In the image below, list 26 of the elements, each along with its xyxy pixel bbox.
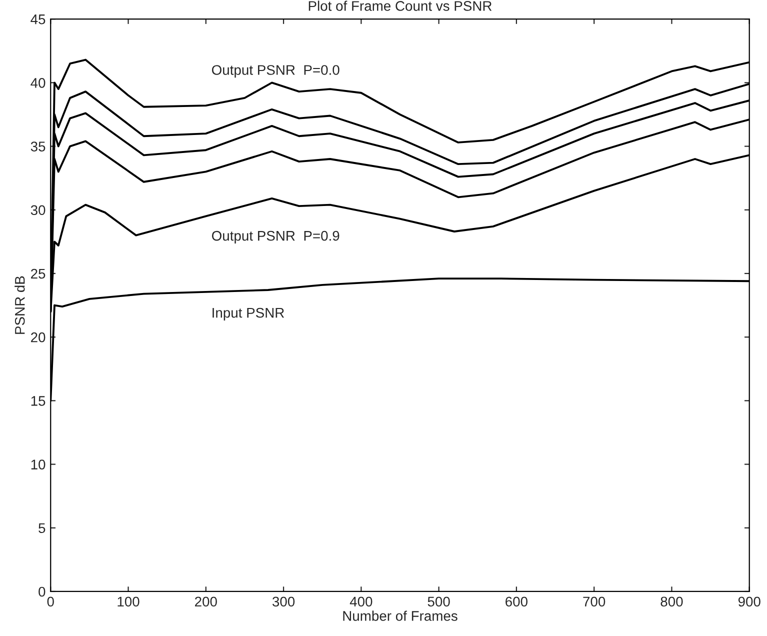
y-axis-title: PSNR dB (14, 276, 25, 334)
y-tick-label: 20 (31, 332, 46, 342)
y-tick-label: 35 (30, 142, 46, 152)
x-tick-label: 700 (583, 596, 606, 607)
x-tick-label: 500 (428, 596, 450, 607)
chart-title: Plot of Frame Count vs PSNR (308, 0, 492, 11)
y-tick-label: 10 (31, 460, 46, 470)
series-label: Input PSNR (212, 308, 284, 320)
series-label: Output PSNR P=0.0 (212, 65, 340, 78)
y-tick-label: 5 (38, 523, 46, 534)
x-tick-label: 400 (350, 596, 372, 607)
x-tick-label: 100 (118, 596, 140, 607)
series-label: Output PSNR P=0.9 (212, 230, 340, 244)
y-tick-label: 30 (30, 205, 46, 216)
y-tick-label: 25 (31, 268, 46, 279)
x-tick-label: 900 (738, 596, 760, 607)
x-tick-label: 0 (47, 596, 54, 607)
x-tick-label: 300 (272, 596, 295, 607)
y-tick-label: 45 (30, 14, 46, 24)
x-tick-label: 200 (195, 596, 217, 607)
y-tick-label: 15 (31, 396, 46, 406)
x-axis-title: Number of Frames (343, 610, 458, 621)
y-tick-label: 0 (38, 586, 46, 597)
x-tick-label: 600 (506, 596, 528, 607)
y-tick-label: 40 (30, 78, 46, 88)
x-tick-label: 800 (660, 596, 683, 607)
